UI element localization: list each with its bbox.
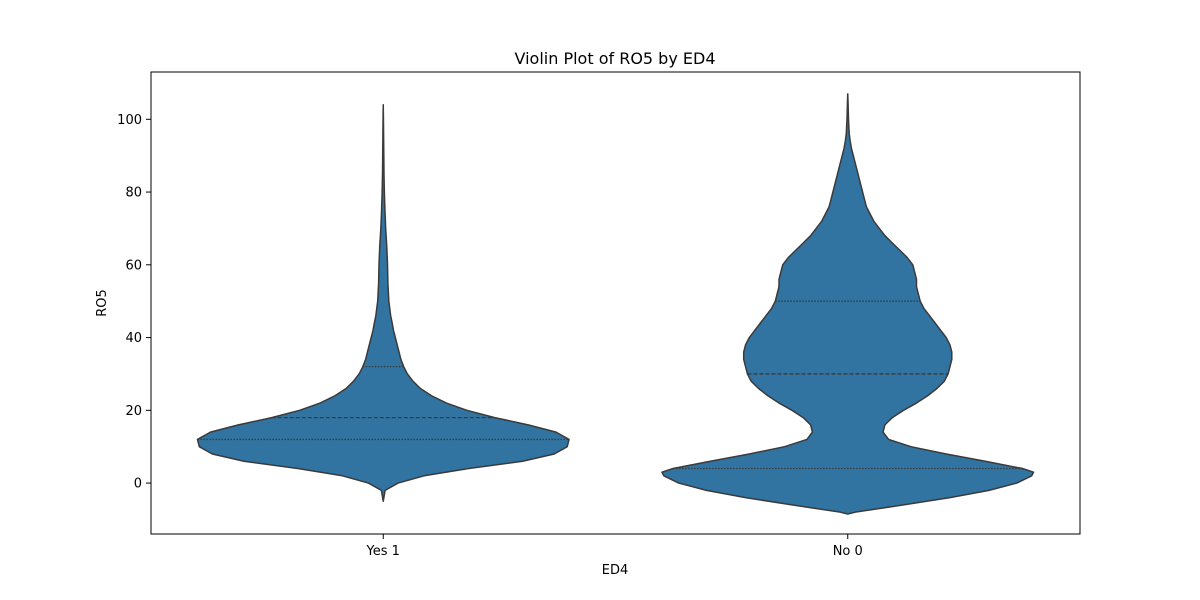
violin-body [196,103,570,503]
y-tick-label: 100 [117,113,142,128]
x-axis-title: ED4 [602,563,629,578]
y-tick-label: 20 [125,404,142,419]
y-axis-title: RO5 [95,289,110,317]
x-axis: Yes 1 No 0 [366,534,863,559]
violin-1 [196,103,570,503]
x-tick-label: Yes 1 [366,544,400,559]
violin-2 [661,93,1035,515]
y-tick-label: 0 [134,477,142,492]
plot-frame [150,71,1081,535]
y-axis: 0 20 40 60 80 100 [117,113,151,492]
y-tick-label: 60 [125,258,142,273]
chart-title: Violin Plot of RO5 by ED4 [515,49,716,68]
y-tick-label: 80 [125,186,142,201]
x-tick-label: No 0 [833,544,863,559]
violin-body [661,93,1035,515]
y-tick-label: 40 [125,331,142,346]
plot-area [196,93,1035,515]
